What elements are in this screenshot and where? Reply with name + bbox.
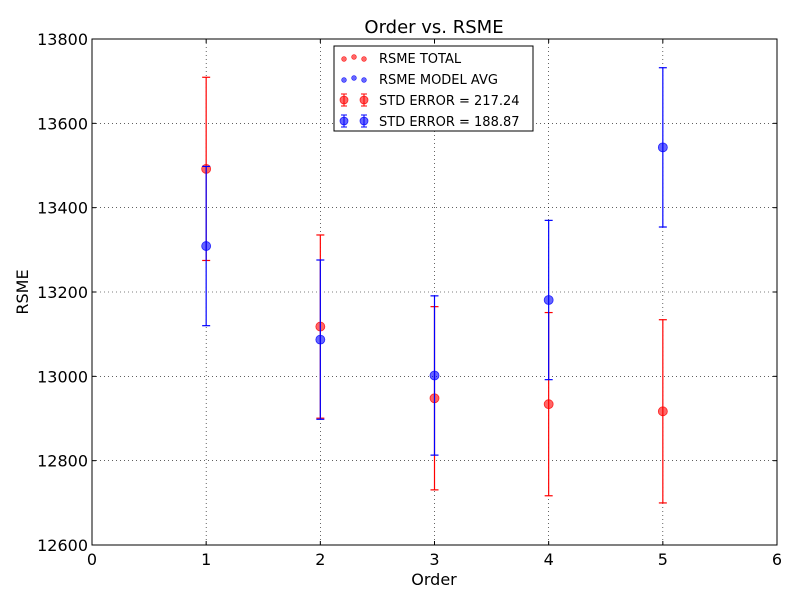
data-point: [429, 370, 440, 381]
legend-marker: [351, 75, 357, 81]
y-tick-label: 13800: [37, 30, 88, 49]
y-tick-label: 13200: [37, 283, 88, 302]
legend-marker: [339, 95, 349, 105]
x-tick-label: 6: [772, 550, 782, 569]
x-axis-label: Order: [411, 570, 457, 589]
legend-label: STD ERROR = 217.24: [379, 94, 520, 109]
legend-marker: [361, 56, 367, 62]
plot-series: [201, 67, 668, 504]
x-tick-label: 4: [544, 550, 554, 569]
y-axis-label: RSME: [13, 269, 32, 314]
y-tick-label: 13600: [37, 114, 88, 133]
axis-ticks: 0 1 2 3 4 5 6 12600 12800 13000 13200 13400 13600 138…: [37, 30, 782, 569]
x-tick-label: 2: [315, 550, 325, 569]
legend-marker: [359, 116, 369, 126]
x-tick-label: 3: [429, 550, 439, 569]
data-point: [201, 241, 212, 251]
legend-marker: [351, 54, 357, 60]
legend-label: RSME TOTAL: [379, 52, 462, 67]
y-tick-label: 13400: [37, 199, 88, 218]
legend-marker: [339, 116, 349, 126]
y-tick-label: 12600: [37, 536, 88, 555]
legend-box: [333, 45, 534, 132]
x-tick-label: 0: [87, 550, 97, 569]
chart-title: Order vs. RSME: [364, 17, 503, 38]
legend-marker: [359, 95, 369, 105]
legend-marker: [341, 56, 347, 62]
legend-item: STD ERROR = 188.87: [339, 114, 520, 130]
data-point: [315, 334, 326, 345]
legend-label: RSME MODEL AVG: [379, 73, 498, 88]
legend: RSME TOTAL RSME MODEL AVG STD ERROR = 217.…: [333, 45, 534, 132]
series-rsme-model-avg: [201, 67, 668, 456]
legend-item: RSME TOTAL: [341, 52, 462, 67]
legend-label: STD ERROR = 188.87: [379, 115, 520, 130]
data-point: [657, 142, 668, 153]
data-point: [543, 399, 554, 410]
y-tick-label: 12800: [37, 452, 88, 471]
y-tick-label: 13000: [37, 367, 88, 386]
data-point: [657, 406, 668, 417]
x-tick-label: 1: [201, 550, 211, 569]
legend-marker: [341, 77, 347, 83]
legend-item: RSME MODEL AVG: [341, 73, 498, 88]
legend-item: STD ERROR = 217.24: [339, 93, 520, 109]
x-tick-label: 5: [658, 550, 668, 569]
data-point: [543, 295, 554, 305]
legend-marker: [361, 77, 367, 83]
